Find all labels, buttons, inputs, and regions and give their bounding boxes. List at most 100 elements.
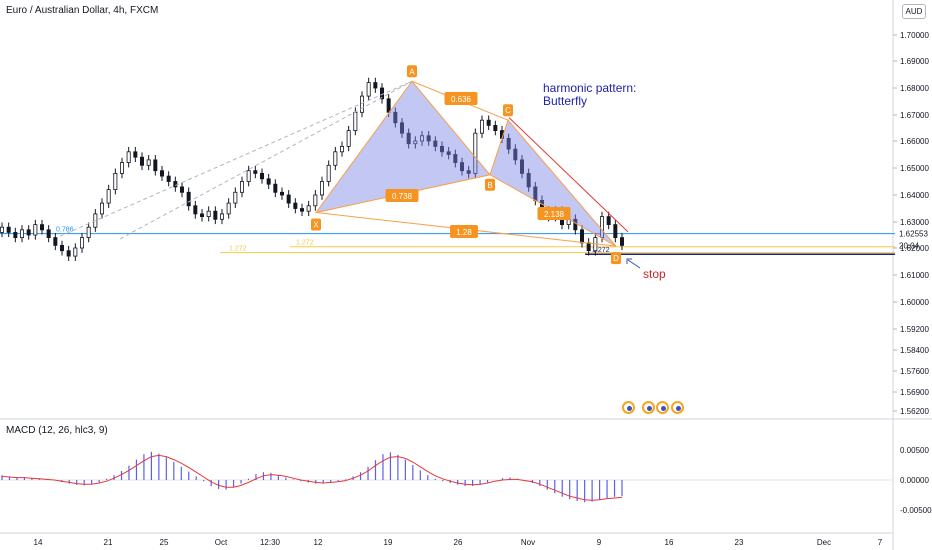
- pattern-point-label: C: [505, 106, 511, 115]
- candle-up: [319, 181, 324, 196]
- pattern-point-badge: [407, 65, 417, 78]
- event-icon[interactable]: [642, 401, 655, 414]
- candle-down: [26, 229, 31, 236]
- candle-up: [600, 216, 605, 239]
- y-tick-label: 1.58400: [900, 346, 929, 355]
- candle-down: [186, 191, 191, 207]
- dashed-extension: [59, 80, 413, 237]
- candle-up: [473, 132, 478, 174]
- ratio-label: 1.28: [456, 228, 472, 237]
- candle-up: [113, 172, 118, 190]
- candle-up: [206, 210, 211, 217]
- candle-down: [199, 213, 204, 217]
- pattern-point-badge: [485, 178, 495, 191]
- candle-up: [333, 151, 338, 166]
- x-tick-label: 21: [104, 538, 113, 547]
- candle-down: [139, 156, 144, 166]
- candle-down: [13, 231, 18, 238]
- candle-down: [580, 229, 585, 244]
- candle-up: [366, 82, 371, 97]
- y-tick-label: 1.56200: [900, 407, 929, 416]
- candle-up: [120, 162, 125, 174]
- candle-down: [446, 151, 451, 155]
- fib-label: 0.786: [56, 227, 74, 234]
- candle-down: [439, 145, 444, 153]
- x-tick-label: Dec: [817, 538, 831, 547]
- pattern-point-label: D: [613, 254, 619, 263]
- pattern-annotation: harmonic pattern:: [543, 81, 636, 95]
- candle-down: [166, 175, 171, 182]
- candle-up: [359, 95, 364, 113]
- pattern-point-label: B: [487, 181, 492, 190]
- x-tick-label: 26: [454, 538, 463, 547]
- candle-down: [60, 244, 65, 252]
- candle-down: [6, 226, 11, 233]
- stop-arrow: [627, 259, 641, 269]
- candle-down: [613, 224, 618, 239]
- candle-down: [426, 135, 431, 142]
- y-tick-label: 1.64000: [900, 191, 929, 200]
- y-tick-label: 1.56900: [900, 388, 929, 397]
- candle-down: [266, 178, 271, 185]
- candle-down: [386, 98, 391, 113]
- ratio-badge: [450, 225, 478, 238]
- candle-up: [233, 191, 238, 204]
- y-tick-label: 1.69000: [900, 57, 929, 66]
- candle-down: [493, 125, 498, 132]
- macd-title: MACD (12, 26, hlc3, 9): [6, 425, 108, 436]
- y-tick-label: 1.63000: [900, 218, 929, 227]
- candle-up: [33, 224, 38, 236]
- y-tick-label: 1.57600: [900, 367, 929, 376]
- ratio-label: 0.636: [451, 95, 472, 104]
- candle-up: [100, 202, 105, 215]
- fib-label: 1.272: [296, 240, 314, 247]
- candle-up: [86, 226, 91, 238]
- candle-up: [346, 130, 351, 147]
- currency-button[interactable]: AUD: [902, 4, 926, 19]
- candle-up: [0, 226, 4, 233]
- candle-down: [606, 216, 611, 226]
- candle-down: [159, 170, 164, 177]
- candle-down: [293, 202, 298, 209]
- macd-y-tick-label: -0.00500: [900, 506, 932, 515]
- candle-up: [239, 181, 244, 193]
- candle-up: [353, 111, 358, 132]
- candle-up: [19, 229, 24, 239]
- candle-down: [393, 111, 398, 124]
- x-tick-label: 25: [160, 538, 169, 547]
- event-icon[interactable]: [656, 401, 669, 414]
- event-icon[interactable]: [671, 401, 684, 414]
- candle-up: [80, 237, 85, 249]
- y-tick-label: 1.68000: [900, 84, 929, 93]
- x-tick-label: 14: [34, 538, 43, 547]
- candle-down: [486, 119, 491, 126]
- candle-down: [406, 132, 411, 145]
- y-tick-label: 1.61000: [900, 271, 929, 280]
- fib-label: 1.272: [229, 246, 247, 253]
- candle-down: [513, 148, 518, 161]
- candle-down: [46, 229, 51, 239]
- y-tick-label: 1.65000: [900, 164, 929, 173]
- candle-down: [53, 237, 58, 246]
- candle-down: [66, 250, 71, 257]
- dashed-extension: [119, 80, 413, 240]
- y-tick-label: 1.70000: [900, 31, 929, 40]
- candle-down: [586, 242, 591, 252]
- y-tick-label: 1.59200: [900, 325, 929, 334]
- y-tick-label: 1.66000: [900, 137, 929, 146]
- pattern-point-badge: [311, 218, 321, 231]
- symbol-title: Euro / Australian Dollar, 4h, FXCM: [6, 5, 159, 16]
- x-tick-label: Oct: [215, 538, 228, 547]
- candle-down: [299, 208, 304, 212]
- candle-down: [286, 194, 291, 204]
- pattern-point-badge: [503, 104, 513, 117]
- y-tick-label: 1.60000: [900, 298, 929, 307]
- candle-down: [506, 137, 511, 150]
- candle-down: [459, 162, 464, 172]
- event-icon[interactable]: [622, 401, 635, 414]
- candle-down: [620, 237, 625, 246]
- candle-down: [213, 210, 218, 220]
- candle-down: [253, 170, 258, 174]
- candle-up: [413, 140, 418, 145]
